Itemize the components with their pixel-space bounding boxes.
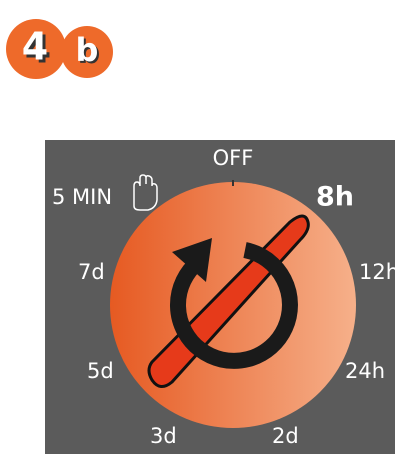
label-8h: 8h: [316, 182, 354, 213]
label-off: OFF: [213, 146, 254, 170]
label-7d: 7d: [78, 260, 105, 284]
badge-number: 4: [22, 25, 48, 69]
label-12h: 12h: [359, 260, 399, 284]
badge-letter: b: [76, 31, 99, 69]
label-24h: 24h: [345, 359, 385, 383]
label-3d: 3d: [150, 424, 177, 448]
label-5min: 5 MIN: [52, 185, 112, 209]
timer-illustration: 4 4 b b OFF 5 MIN 8h 7d 12h 5d 24h 3d 2d: [0, 0, 405, 454]
label-5d: 5d: [87, 359, 114, 383]
label-2d: 2d: [272, 424, 299, 448]
